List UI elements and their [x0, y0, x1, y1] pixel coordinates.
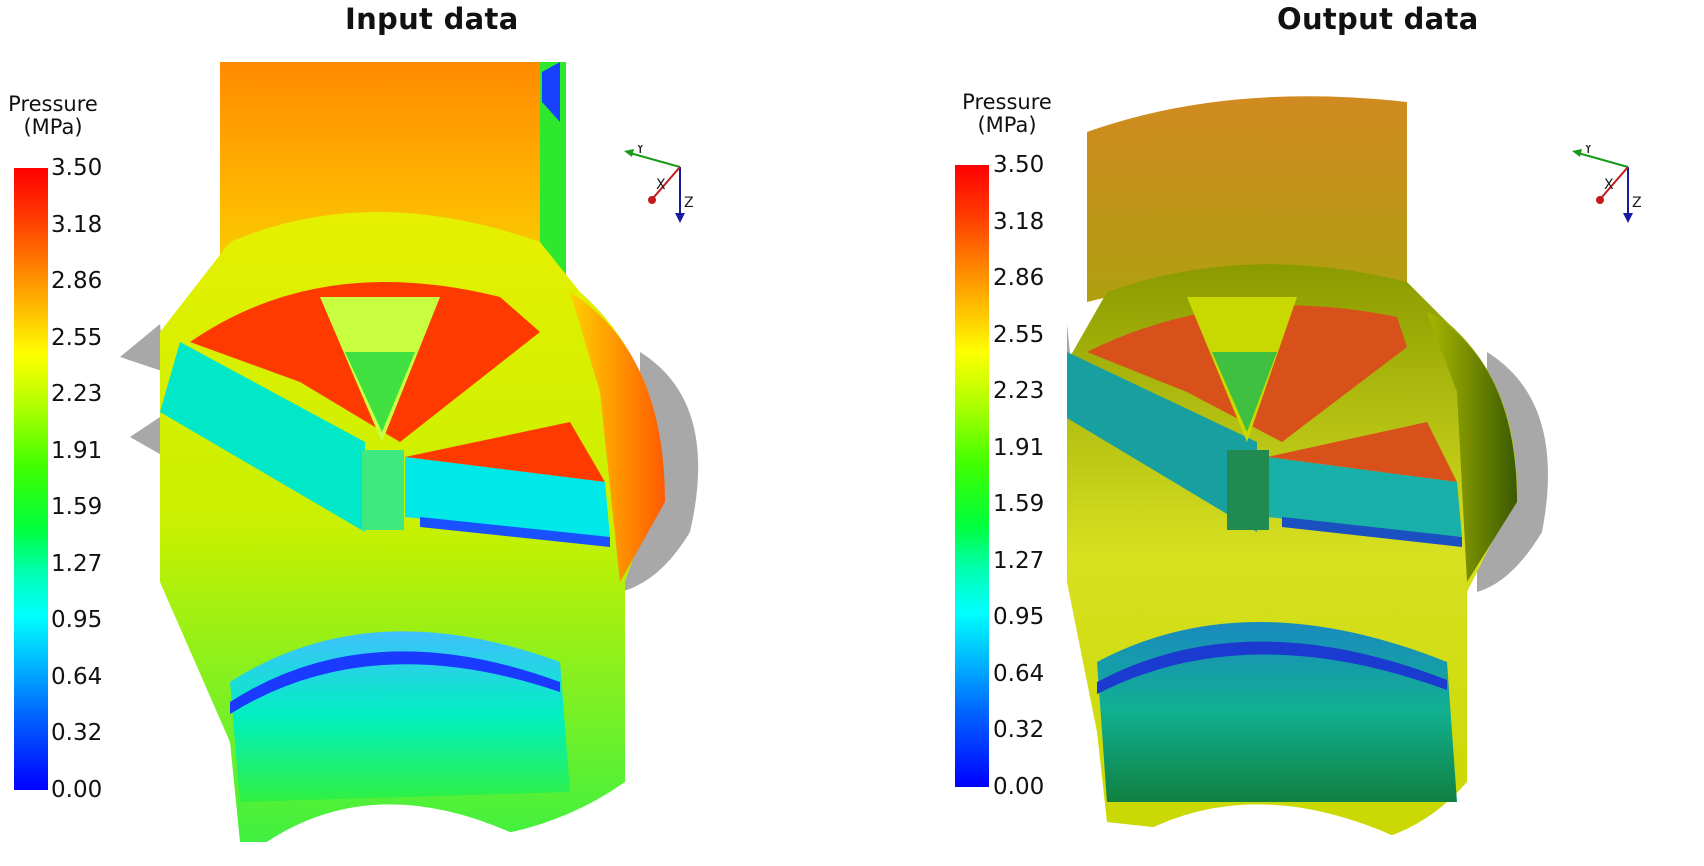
orientation-axes: Y X Z: [624, 145, 694, 223]
axis-label-x: X: [656, 177, 666, 193]
left-ledge: [160, 342, 365, 532]
center-post: [362, 450, 404, 530]
colorbar-tick: 1.27: [51, 550, 103, 577]
pressure-field-render: [120, 62, 699, 866]
colorbar-tick: 2.23: [51, 381, 103, 408]
right-ledge: [405, 457, 610, 537]
legend-title-quantity: Pressure: [8, 92, 98, 116]
colorbar-tick: 0.95: [51, 607, 103, 634]
colorbar-tick: 0.95: [993, 604, 1045, 631]
colorbar-tick: 0.00: [993, 774, 1045, 800]
pressure-colorbar: [14, 168, 48, 790]
x-axis-arrow-icon: [1596, 196, 1604, 204]
pressure-field-render: [1067, 96, 1548, 866]
colorbar-tick: 1.91: [993, 434, 1045, 461]
colorbar-tick: 2.86: [993, 265, 1045, 292]
colorbar-tick: 1.59: [51, 494, 103, 521]
x-axis-arrow-icon: [648, 196, 656, 204]
z-axis-arrow-icon: [675, 213, 685, 223]
colorbar-tick: 3.50: [51, 155, 103, 181]
colorbar-tick: 0.64: [51, 663, 103, 690]
colorbar-tick: 1.27: [993, 547, 1045, 574]
grey-flange-left-2: [130, 417, 165, 457]
colorbar-tick: 2.55: [51, 324, 103, 351]
orientation-axes: Y X Z: [1572, 145, 1642, 223]
colorbar-tick: 3.50: [993, 152, 1045, 178]
legend-title: Pressure (MPa): [952, 91, 1062, 137]
z-axis-arrow-icon: [1623, 213, 1633, 223]
right-shell: [1427, 312, 1517, 582]
right-sector-red: [1267, 422, 1457, 482]
colorbar-tick: 2.23: [993, 378, 1045, 405]
y-axis-arrow-icon: [1572, 149, 1582, 157]
axis-label-y: Y: [635, 145, 645, 157]
legend-title-unit: (MPa): [977, 113, 1037, 137]
legend-title-unit: (MPa): [23, 115, 83, 139]
colorbar-ticks: 3.50 3.18 2.86 2.55 2.23 1.91 1.59 1.27 …: [51, 157, 111, 802]
colorbar-tick: 1.59: [993, 491, 1045, 518]
colorbar-tick: 2.55: [993, 321, 1045, 348]
bottom-arch: [240, 804, 550, 866]
right-ledge-blue: [1282, 517, 1462, 547]
colorbar-tick: 2.86: [51, 268, 103, 295]
bottom-arch: [1097, 804, 1427, 866]
colorbar-tick: 0.32: [993, 717, 1045, 744]
top-cylinder: [1087, 96, 1407, 303]
pipe-edge-blue: [542, 62, 560, 122]
colorbar-tick: 0.00: [51, 777, 103, 803]
blue-band: [1097, 641, 1447, 694]
legend-title-quantity: Pressure: [962, 90, 1052, 114]
y-axis-arrow-icon: [624, 149, 634, 157]
right-ledge: [1267, 457, 1462, 537]
colorbar-ticks: 3.50 3.18 2.86 2.55 2.23 1.91 1.59 1.27 …: [993, 154, 1053, 799]
colorbar-tick: 0.32: [51, 720, 103, 747]
blue-band: [230, 651, 560, 714]
output-data-panel: Output data Pressure (MPa) 3.50 3.18 2.8…: [852, 0, 1704, 866]
center-post: [1227, 450, 1269, 530]
legend-title: Pressure (MPa): [0, 93, 108, 139]
colorbar-tick: 3.18: [993, 208, 1045, 235]
pressure-colorbar: [955, 165, 989, 787]
colorbar-tick: 0.64: [993, 660, 1045, 687]
bottom-pipe: [1097, 622, 1457, 802]
input-data-panel: Input data Pressure (MPa) 3.50 3.18 2.86…: [0, 2, 699, 866]
right-sector-red: [405, 422, 605, 482]
center-triangle-inner: [1212, 352, 1277, 432]
panel-title: Input data: [345, 2, 519, 36]
grey-flange-left: [120, 324, 165, 372]
left-ledge: [1067, 352, 1257, 532]
center-triangle-inner: [345, 352, 415, 432]
colorbar-tick: 1.91: [51, 437, 103, 464]
right-shell: [570, 292, 665, 582]
axis-label-z: Z: [1632, 195, 1642, 211]
axis-label-z: Z: [684, 195, 694, 211]
colorbar-tick: 3.18: [51, 211, 103, 238]
right-ledge-blue: [420, 517, 610, 547]
panel-title: Output data: [1277, 2, 1479, 36]
axis-label-x: X: [1604, 177, 1614, 193]
axis-label-y: Y: [1583, 145, 1593, 157]
